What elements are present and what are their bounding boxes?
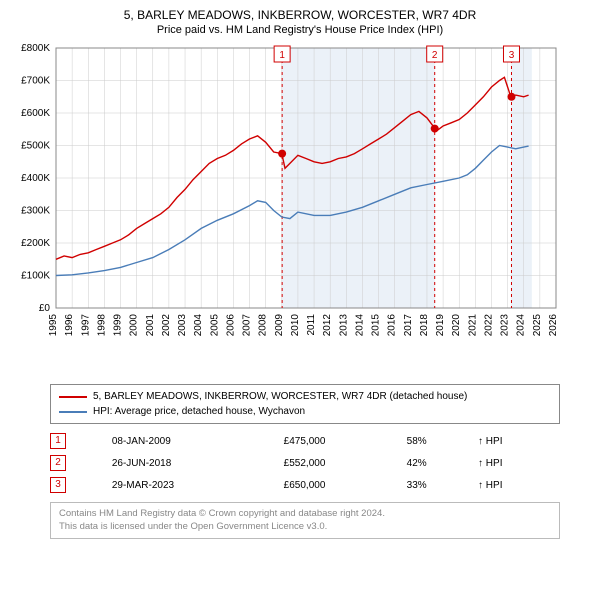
marker-cell: £552,000 [284,452,407,474]
xtick-label: 2017 [403,314,414,337]
attribution-line2: This data is licensed under the Open Gov… [59,520,551,533]
xtick-label: 2006 [225,314,236,337]
ytick-label: £700K [21,76,50,87]
title-block: 5, BARLEY MEADOWS, INKBERROW, WORCESTER,… [8,8,592,36]
marker-box: 2 [50,455,66,471]
xtick-label: 1998 [96,314,107,337]
marker-number: 1 [279,50,285,61]
marker-row: 2 26-JUN-2018£552,00042%↑ HPI [50,452,560,474]
xtick-label: 2001 [145,314,156,337]
marker-cell: ↑ HPI [478,430,560,452]
xtick-label: 2002 [161,314,172,337]
xtick-label: 2012 [322,314,333,337]
marker-cell: 3 [50,474,112,496]
xtick-label: 2003 [177,314,188,337]
marker-cell: 26-JUN-2018 [112,452,284,474]
legend-box: 5, BARLEY MEADOWS, INKBERROW, WORCESTER,… [50,384,560,424]
xtick-label: 2019 [435,314,446,337]
xtick-label: 2014 [354,314,365,337]
ytick-label: £800K [21,43,50,54]
attribution-box: Contains HM Land Registry data © Crown c… [50,502,560,539]
xtick-label: 2021 [467,314,478,337]
legend-label: HPI: Average price, detached house, Wych… [93,404,305,419]
title-line2: Price paid vs. HM Land Registry's House … [8,24,592,36]
markers-table: 1 08-JAN-2009£475,00058%↑ HPI 2 26-JUN-2018… [50,430,560,496]
ytick-label: £0 [39,303,51,314]
xtick-label: 2026 [548,314,559,337]
xtick-label: 1999 [113,314,124,337]
xtick-label: 2018 [419,314,430,337]
marker-cell: ↑ HPI [478,474,560,496]
xtick-label: 1996 [64,314,75,337]
marker-cell: ↑ HPI [478,452,560,474]
ytick-label: £400K [21,173,50,184]
xtick-label: 2016 [387,314,398,337]
marker-dot [431,125,439,133]
marker-cell: 58% [407,430,478,452]
attribution-line1: Contains HM Land Registry data © Crown c… [59,507,551,520]
title-line1: 5, BARLEY MEADOWS, INKBERROW, WORCESTER,… [8,8,592,22]
marker-box: 3 [50,477,66,493]
chart-area: £0 £100K £200K £300K £400K £500K £600K £700K £80… [8,40,592,378]
ytick-label: £100K [21,271,50,282]
xtick-label: 2022 [483,314,494,337]
xtick-label: 2000 [129,314,140,337]
marker-cell: 2 [50,452,112,474]
legend-label: 5, BARLEY MEADOWS, INKBERROW, WORCESTER,… [93,389,467,404]
chart-svg: £0 £100K £200K £300K £400K £500K £600K £700K £80… [8,40,568,378]
xtick-label: 2005 [209,314,220,337]
ytick-label: £500K [21,141,50,152]
legend-swatch [59,411,87,413]
legend-swatch [59,396,87,398]
marker-row: 1 08-JAN-2009£475,00058%↑ HPI [50,430,560,452]
xtick-label: 2025 [532,314,543,337]
xtick-label: 1997 [80,314,91,337]
ytick-label: £600K [21,108,50,119]
xtick-label: 2020 [451,314,462,337]
legend-row: 5, BARLEY MEADOWS, INKBERROW, WORCESTER,… [59,389,551,404]
ytick-label: £300K [21,206,50,217]
marker-cell: 1 [50,430,112,452]
marker-cell: £475,000 [284,430,407,452]
xtick-label: 2023 [500,314,511,337]
marker-dot [507,93,515,101]
marker-row: 3 29-MAR-2023£650,00033%↑ HPI [50,474,560,496]
marker-cell: 08-JAN-2009 [112,430,284,452]
legend-row: HPI: Average price, detached house, Wych… [59,404,551,419]
marker-cell: 33% [407,474,478,496]
marker-cell: 29-MAR-2023 [112,474,284,496]
marker-number: 3 [509,50,515,61]
xtick-label: 2008 [258,314,269,337]
xtick-label: 2007 [242,314,253,337]
xtick-label: 1995 [48,314,59,337]
xtick-label: 2015 [371,314,382,337]
xtick-label: 2004 [193,314,204,337]
ytick-label: £200K [21,238,50,249]
marker-box: 1 [50,433,66,449]
xtick-label: 2011 [306,314,317,336]
xtick-label: 2013 [338,314,349,337]
marker-number: 2 [432,50,438,61]
marker-cell: 42% [407,452,478,474]
xtick-label: 2009 [274,314,285,337]
xtick-label: 2010 [290,314,301,337]
xtick-label: 2024 [516,314,527,337]
marker-cell: £650,000 [284,474,407,496]
marker-dot [278,150,286,158]
